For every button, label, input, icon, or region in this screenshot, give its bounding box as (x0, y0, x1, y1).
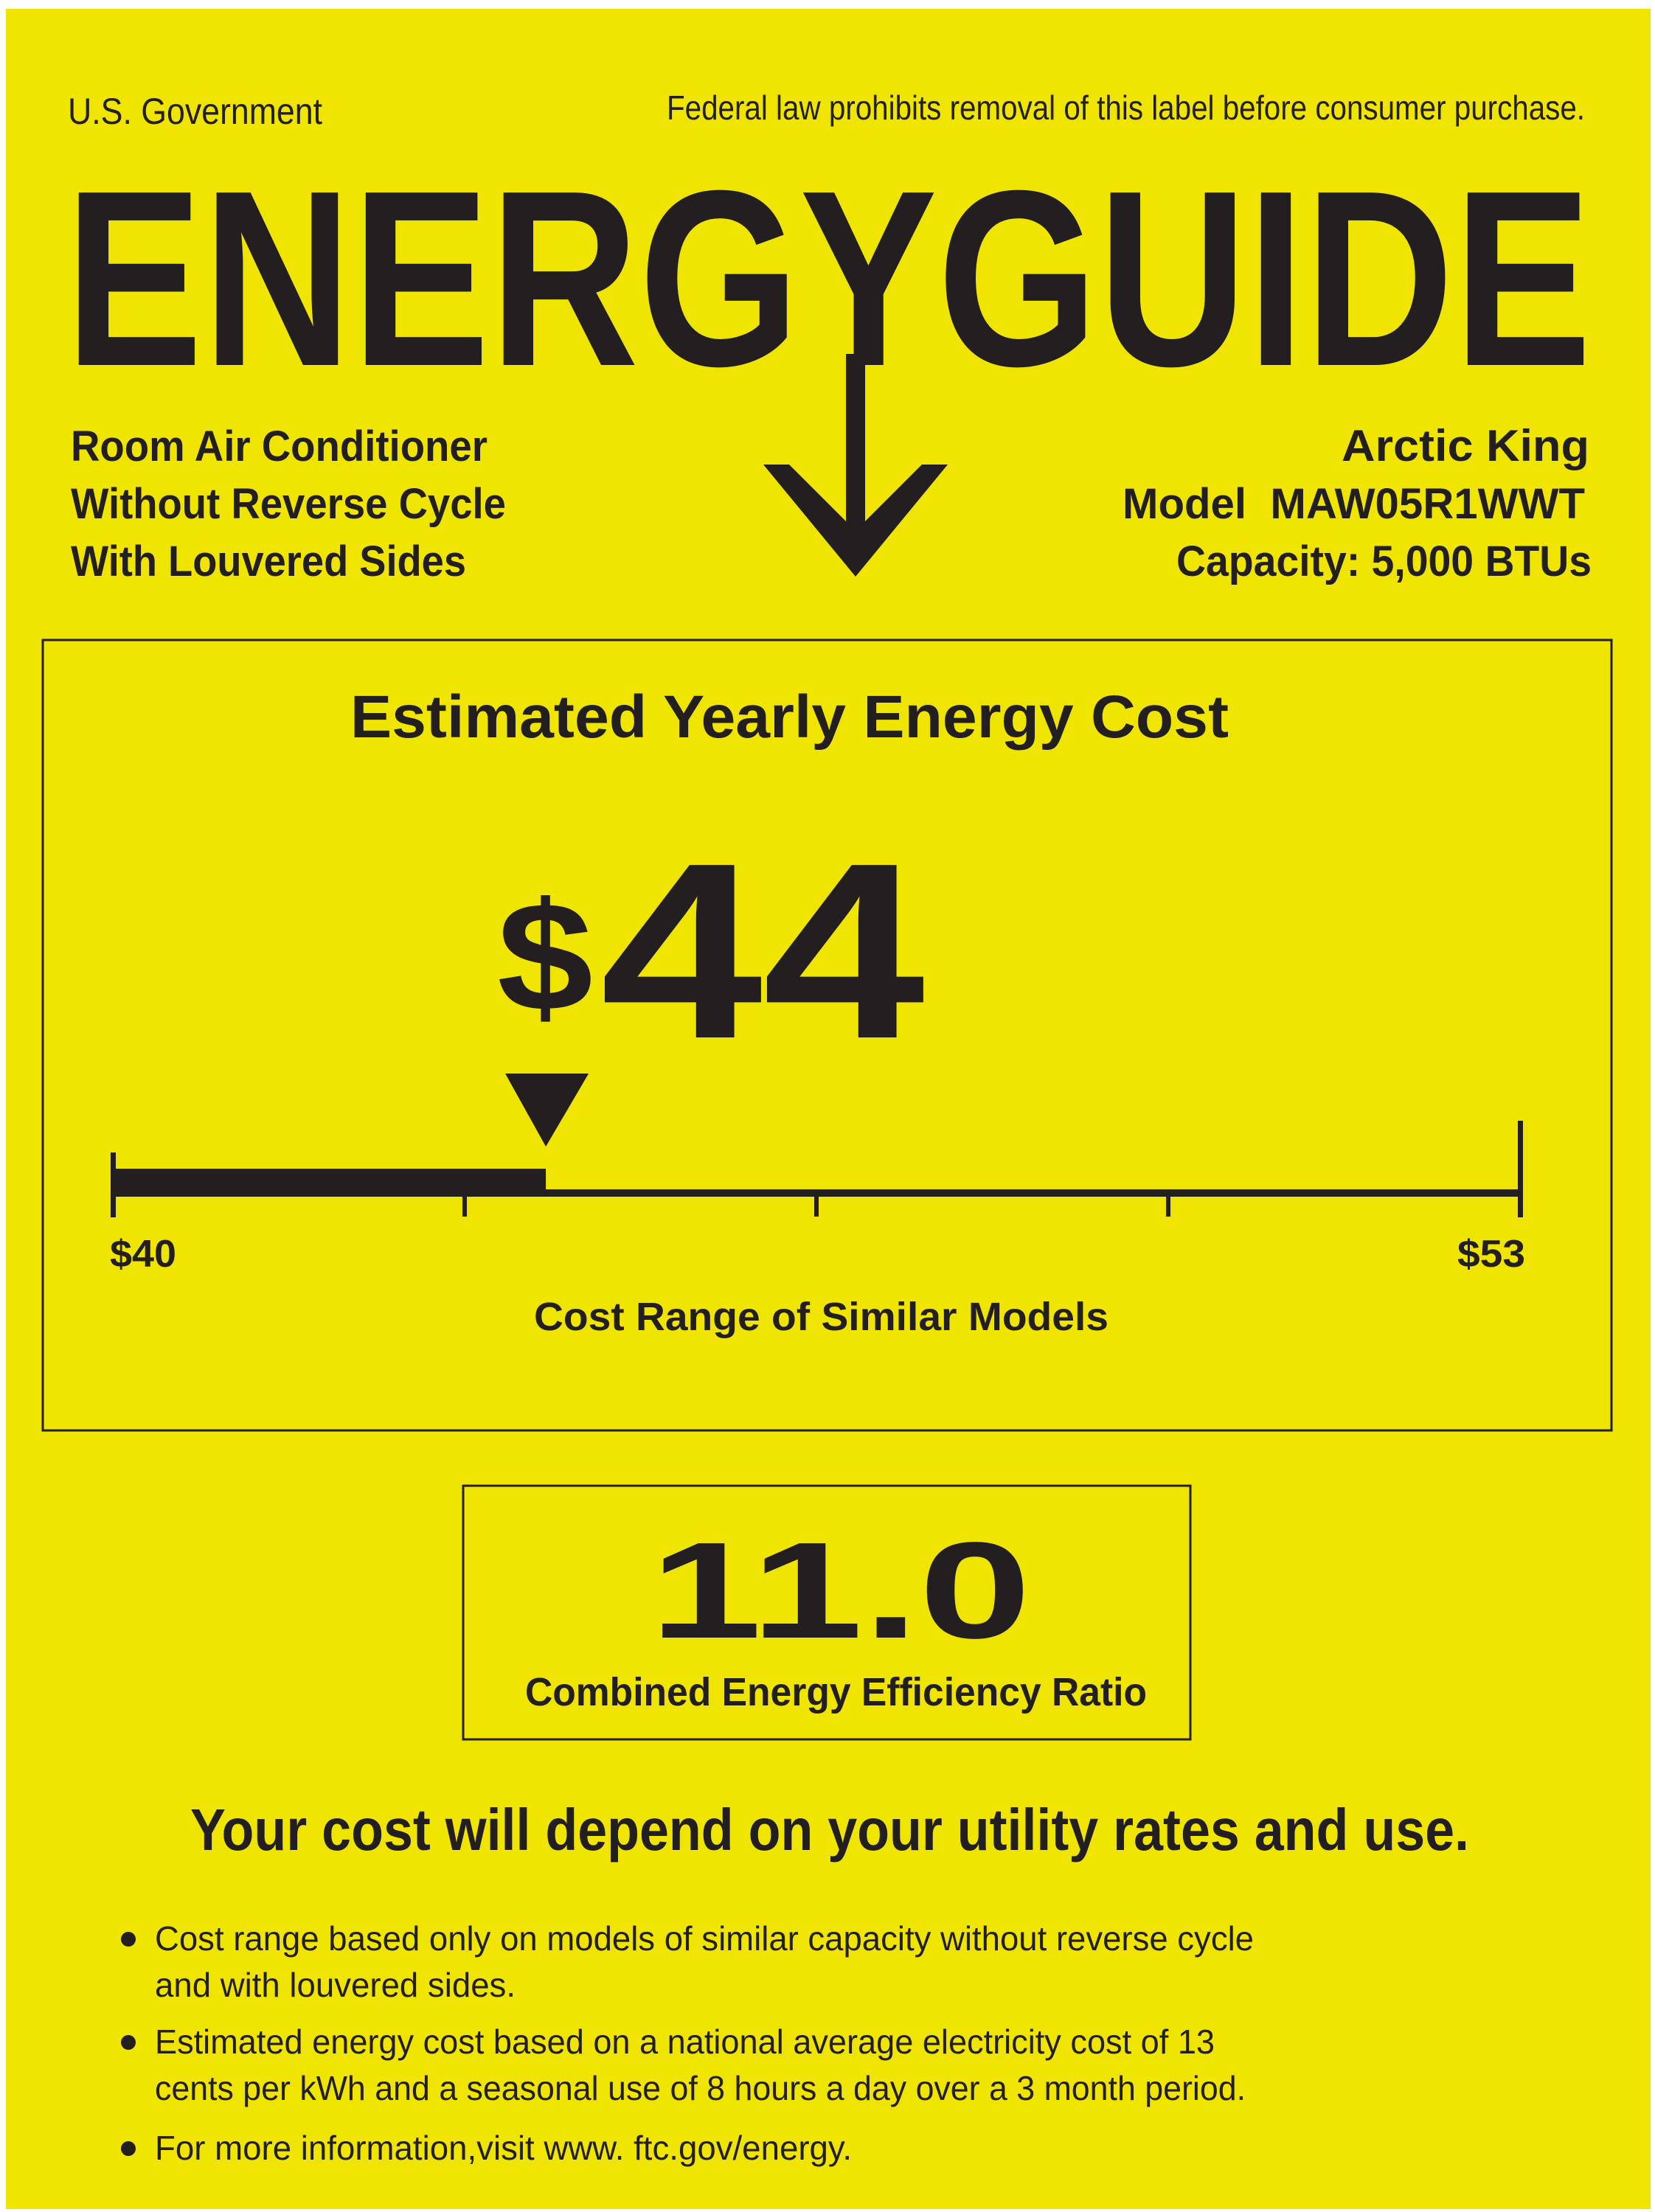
cost-box (41, 639, 1613, 1432)
footnote-line: Estimated energy cost based on a nationa… (155, 2023, 1215, 2061)
capacity: Capacity: 5,000 BTUs (1176, 538, 1592, 585)
scale-min-cap (111, 1152, 116, 1217)
scale-tick (1166, 1193, 1170, 1217)
footnote-line: Cost range based only on models of simil… (155, 1919, 1254, 1958)
cost-range-scale (111, 1074, 1523, 1217)
range-max-label: $53 (1457, 1233, 1525, 1276)
footnote-line: For more information,visit www. ftc.gov/… (155, 2129, 852, 2167)
scale-tick (814, 1193, 819, 1217)
energyguide-title: ENERGYGUIDE (65, 139, 1592, 419)
cost-currency: $ (497, 870, 593, 1043)
model-number: Model MAW05R1WWT (1123, 480, 1585, 528)
footnote-line: cents per kWh and a seasonal use of 8 ho… (155, 2069, 1246, 2107)
disclaimer: Your cost will depend on your utility ra… (190, 1797, 1469, 1863)
scale-max-cap (1518, 1121, 1523, 1217)
scale-tick (462, 1193, 467, 1217)
label-background (6, 9, 1651, 2209)
footnote-line: and with louvered sides. (155, 1966, 516, 2004)
cost-heading: Estimated Yearly Energy Cost (350, 684, 1229, 751)
range-caption: Cost Range of Similar Models (534, 1295, 1108, 1339)
manufacturer-info: Arctic King Model MAW05R1WWT Capacity: 5… (1123, 421, 1592, 585)
scale-filled-bar (113, 1169, 547, 1197)
efficiency-box (462, 1484, 1192, 1741)
removal-notice: Federal law prohibits removal of this la… (667, 88, 1585, 127)
brand-name: Arctic King (1342, 421, 1589, 470)
product-description: Room Air Conditioner Without Reverse Cyc… (71, 422, 506, 585)
bullet-icon (121, 2141, 136, 2156)
bullet-icon (121, 1932, 136, 1947)
cost-marker-triangle-icon (505, 1074, 589, 1147)
down-arrow-icon (763, 354, 948, 577)
efficiency-value: 11.0 (650, 1514, 1031, 1667)
footnotes: Cost range based only on models of simil… (121, 1919, 1254, 2167)
product-line: Room Air Conditioner (71, 422, 488, 470)
product-line: With Louvered Sides (71, 538, 466, 585)
issuer-text: U.S. Government (68, 91, 322, 132)
bullet-icon (121, 2035, 136, 2050)
cost-amount: 44 (600, 811, 927, 1091)
range-min-label: $40 (110, 1233, 176, 1276)
efficiency-label: Combined Energy Efficiency Ratio (525, 1670, 1147, 1714)
product-line: Without Reverse Cycle (71, 480, 506, 528)
